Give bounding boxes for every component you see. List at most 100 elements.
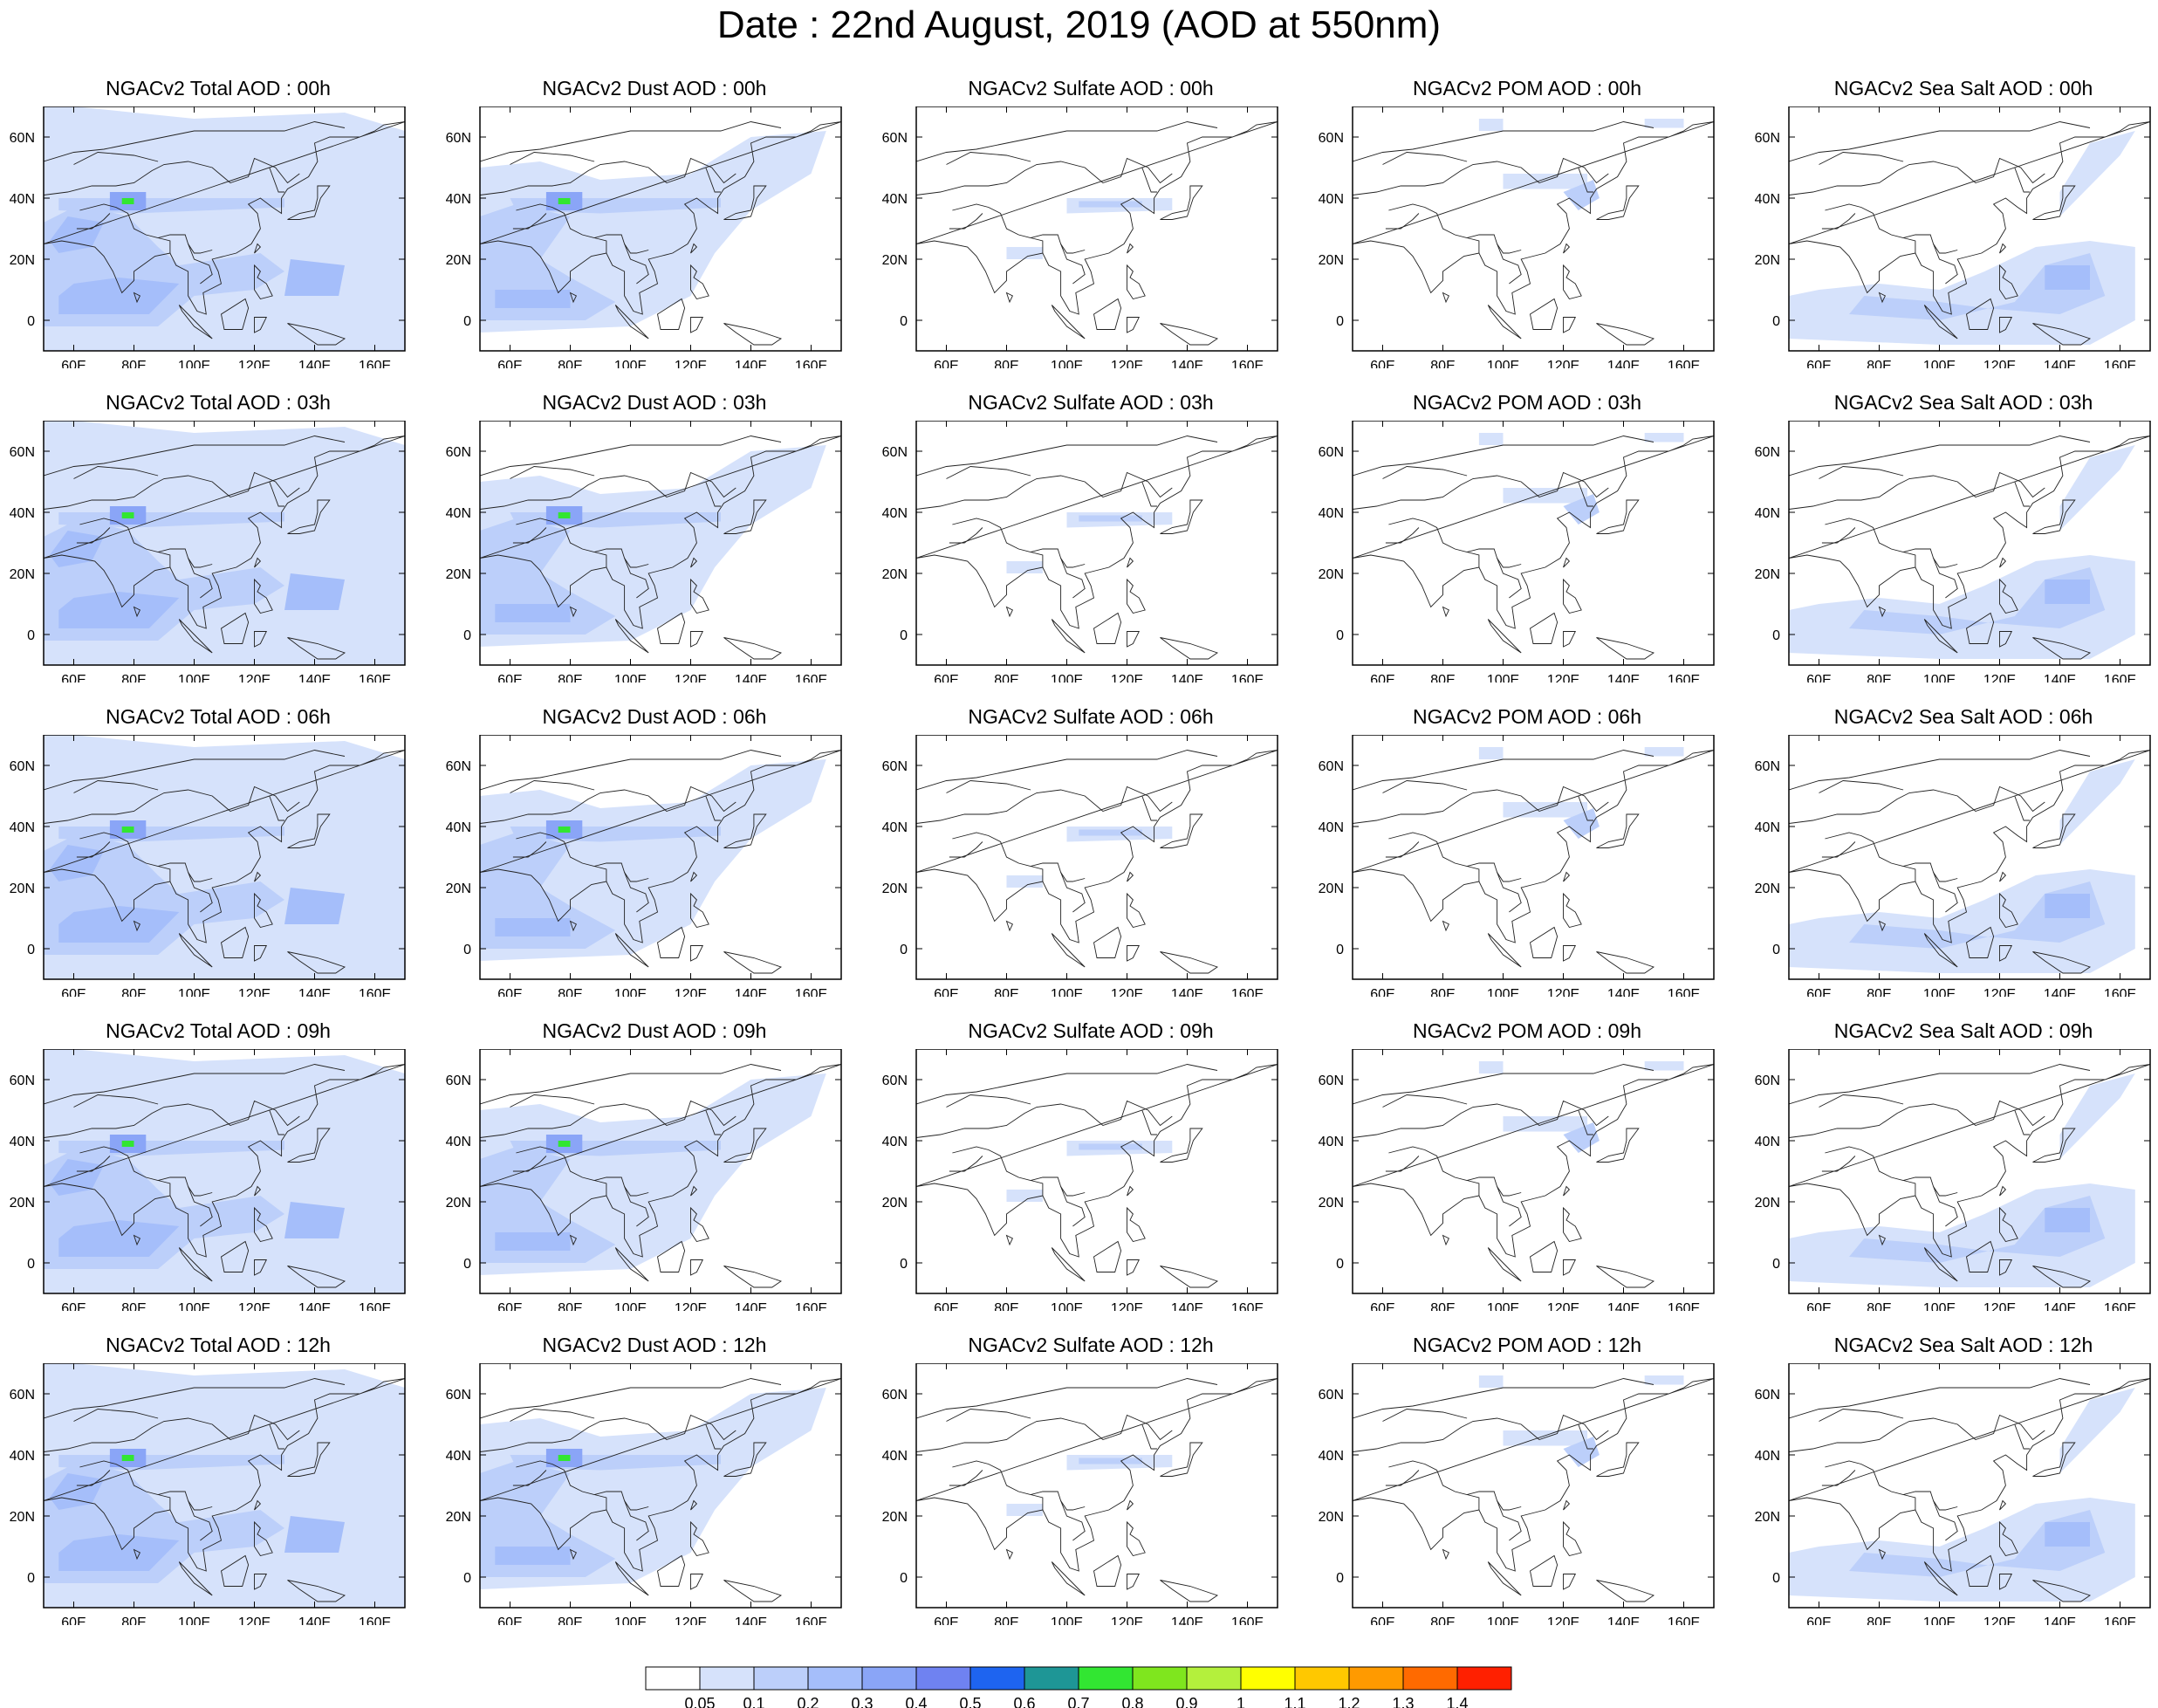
coastline <box>690 945 704 962</box>
x-tick-label: 100E <box>178 1615 210 1625</box>
y-tick-label: 40N <box>446 820 471 835</box>
coastline <box>254 264 273 300</box>
x-tick-label: 60E <box>497 1615 522 1625</box>
panel-title: NGACv2 Sulfate AOD : 03h <box>968 391 1214 414</box>
x-tick-label: 60E <box>1806 673 1831 683</box>
coastline <box>1596 813 1640 848</box>
border-line <box>76 213 111 230</box>
y-tick-label: 40N <box>10 1135 35 1149</box>
y-tick-label: 20N <box>10 881 35 896</box>
y-tick-label: 60N <box>882 131 908 146</box>
x-tick-label: 60E <box>934 1615 958 1625</box>
border-line <box>1382 1094 1468 1108</box>
aod-field <box>1478 119 1504 131</box>
border-line <box>952 832 1086 882</box>
border-line <box>480 471 736 510</box>
coastline <box>2032 499 2076 534</box>
coastline <box>1353 121 1714 315</box>
coastline <box>1923 1247 1958 1282</box>
aod-field <box>49 531 104 567</box>
coastline <box>1127 243 1134 254</box>
aod-field <box>58 1220 180 1257</box>
border-line <box>1382 780 1468 793</box>
x-tick-label: 100E <box>614 1615 647 1625</box>
border-line <box>952 203 1086 254</box>
coastline <box>1563 871 1571 882</box>
coastline <box>178 305 213 340</box>
coastline <box>569 920 577 932</box>
coastline <box>614 1561 649 1596</box>
x-tick-label: 80E <box>1867 1301 1891 1311</box>
x-tick-label: 160E <box>795 359 827 368</box>
aod-field <box>121 512 134 518</box>
coastline <box>133 1548 140 1561</box>
coastline <box>1789 1378 2150 1572</box>
x-tick-label: 120E <box>1547 359 1579 368</box>
x-tick-label: 120E <box>675 359 707 368</box>
y-tick-label: 60N <box>882 759 908 774</box>
y-tick-label: 40N <box>1319 1135 1344 1149</box>
coastline <box>1005 292 1013 304</box>
coastline <box>1005 606 1013 618</box>
y-tick-label: 40N <box>1319 192 1344 207</box>
x-tick-label: 140E <box>735 673 767 683</box>
map-plot: 60E 80E 100E 120E 140E 160E 60N 40N 20N 0 <box>1319 1049 1715 1311</box>
x-tick-label: 60E <box>934 673 958 683</box>
coastline <box>1442 1548 1449 1561</box>
map-plot: 60E 80E 100E 120E 140E 160E 60N 40N 20N 0 <box>1319 1363 1715 1625</box>
coastline <box>1487 619 1522 654</box>
coastline <box>1160 499 1203 534</box>
coastline <box>1596 185 1640 220</box>
border-line <box>1353 1064 1654 1105</box>
aod-field <box>58 278 180 314</box>
colorbar-swatch <box>915 1666 971 1691</box>
colorbar-swatch <box>1240 1666 1296 1691</box>
coastline <box>690 317 704 333</box>
y-tick-label: 40N <box>10 192 35 207</box>
coastline <box>1563 557 1571 568</box>
border-line <box>1385 527 1420 544</box>
aod-field <box>2045 265 2090 290</box>
border-line <box>624 244 649 285</box>
border-line <box>1497 1500 1522 1541</box>
border-line <box>624 558 649 599</box>
border-line <box>188 1500 213 1541</box>
coastline <box>1127 1574 1141 1590</box>
coastline <box>254 1499 262 1511</box>
x-tick-label: 120E <box>675 1301 707 1311</box>
border-line <box>949 527 983 544</box>
colorbar-label: 0.2 <box>797 1695 819 1708</box>
x-tick-label: 80E <box>994 1615 1018 1625</box>
border-line <box>480 1100 736 1138</box>
coastline <box>254 1206 273 1243</box>
border-line <box>916 750 1218 791</box>
aod-field <box>558 1141 571 1147</box>
border-line <box>1385 841 1420 858</box>
coastline <box>916 1378 1278 1572</box>
y-tick-label: 60N <box>1319 131 1344 146</box>
coastline <box>1999 631 2013 648</box>
y-tick-label: 0 <box>1772 628 1780 643</box>
y-tick-label: 40N <box>1755 820 1780 835</box>
map-frame <box>43 106 406 352</box>
x-tick-label: 100E <box>1923 673 1956 683</box>
border-line <box>2014 795 2030 821</box>
x-tick-label: 120E <box>1983 359 2016 368</box>
border-line <box>1353 121 1654 162</box>
aod-field <box>121 1455 134 1461</box>
coastline <box>690 1259 704 1276</box>
coastline <box>480 121 841 315</box>
coastline <box>1878 1548 1886 1561</box>
x-tick-label: 140E <box>735 987 767 997</box>
border-line <box>593 237 607 253</box>
map-frame <box>1788 421 2151 666</box>
coastline <box>1596 637 1655 660</box>
colorbar-swatch <box>699 1666 755 1691</box>
border-line <box>1789 1414 2045 1452</box>
border-line <box>946 780 1031 793</box>
coastline <box>2032 813 2076 848</box>
panel-title: NGACv2 Sulfate AOD : 06h <box>968 705 1214 728</box>
colorbar-label: 0.3 <box>851 1695 873 1708</box>
border-line <box>157 866 171 881</box>
aod-field <box>49 1473 104 1510</box>
